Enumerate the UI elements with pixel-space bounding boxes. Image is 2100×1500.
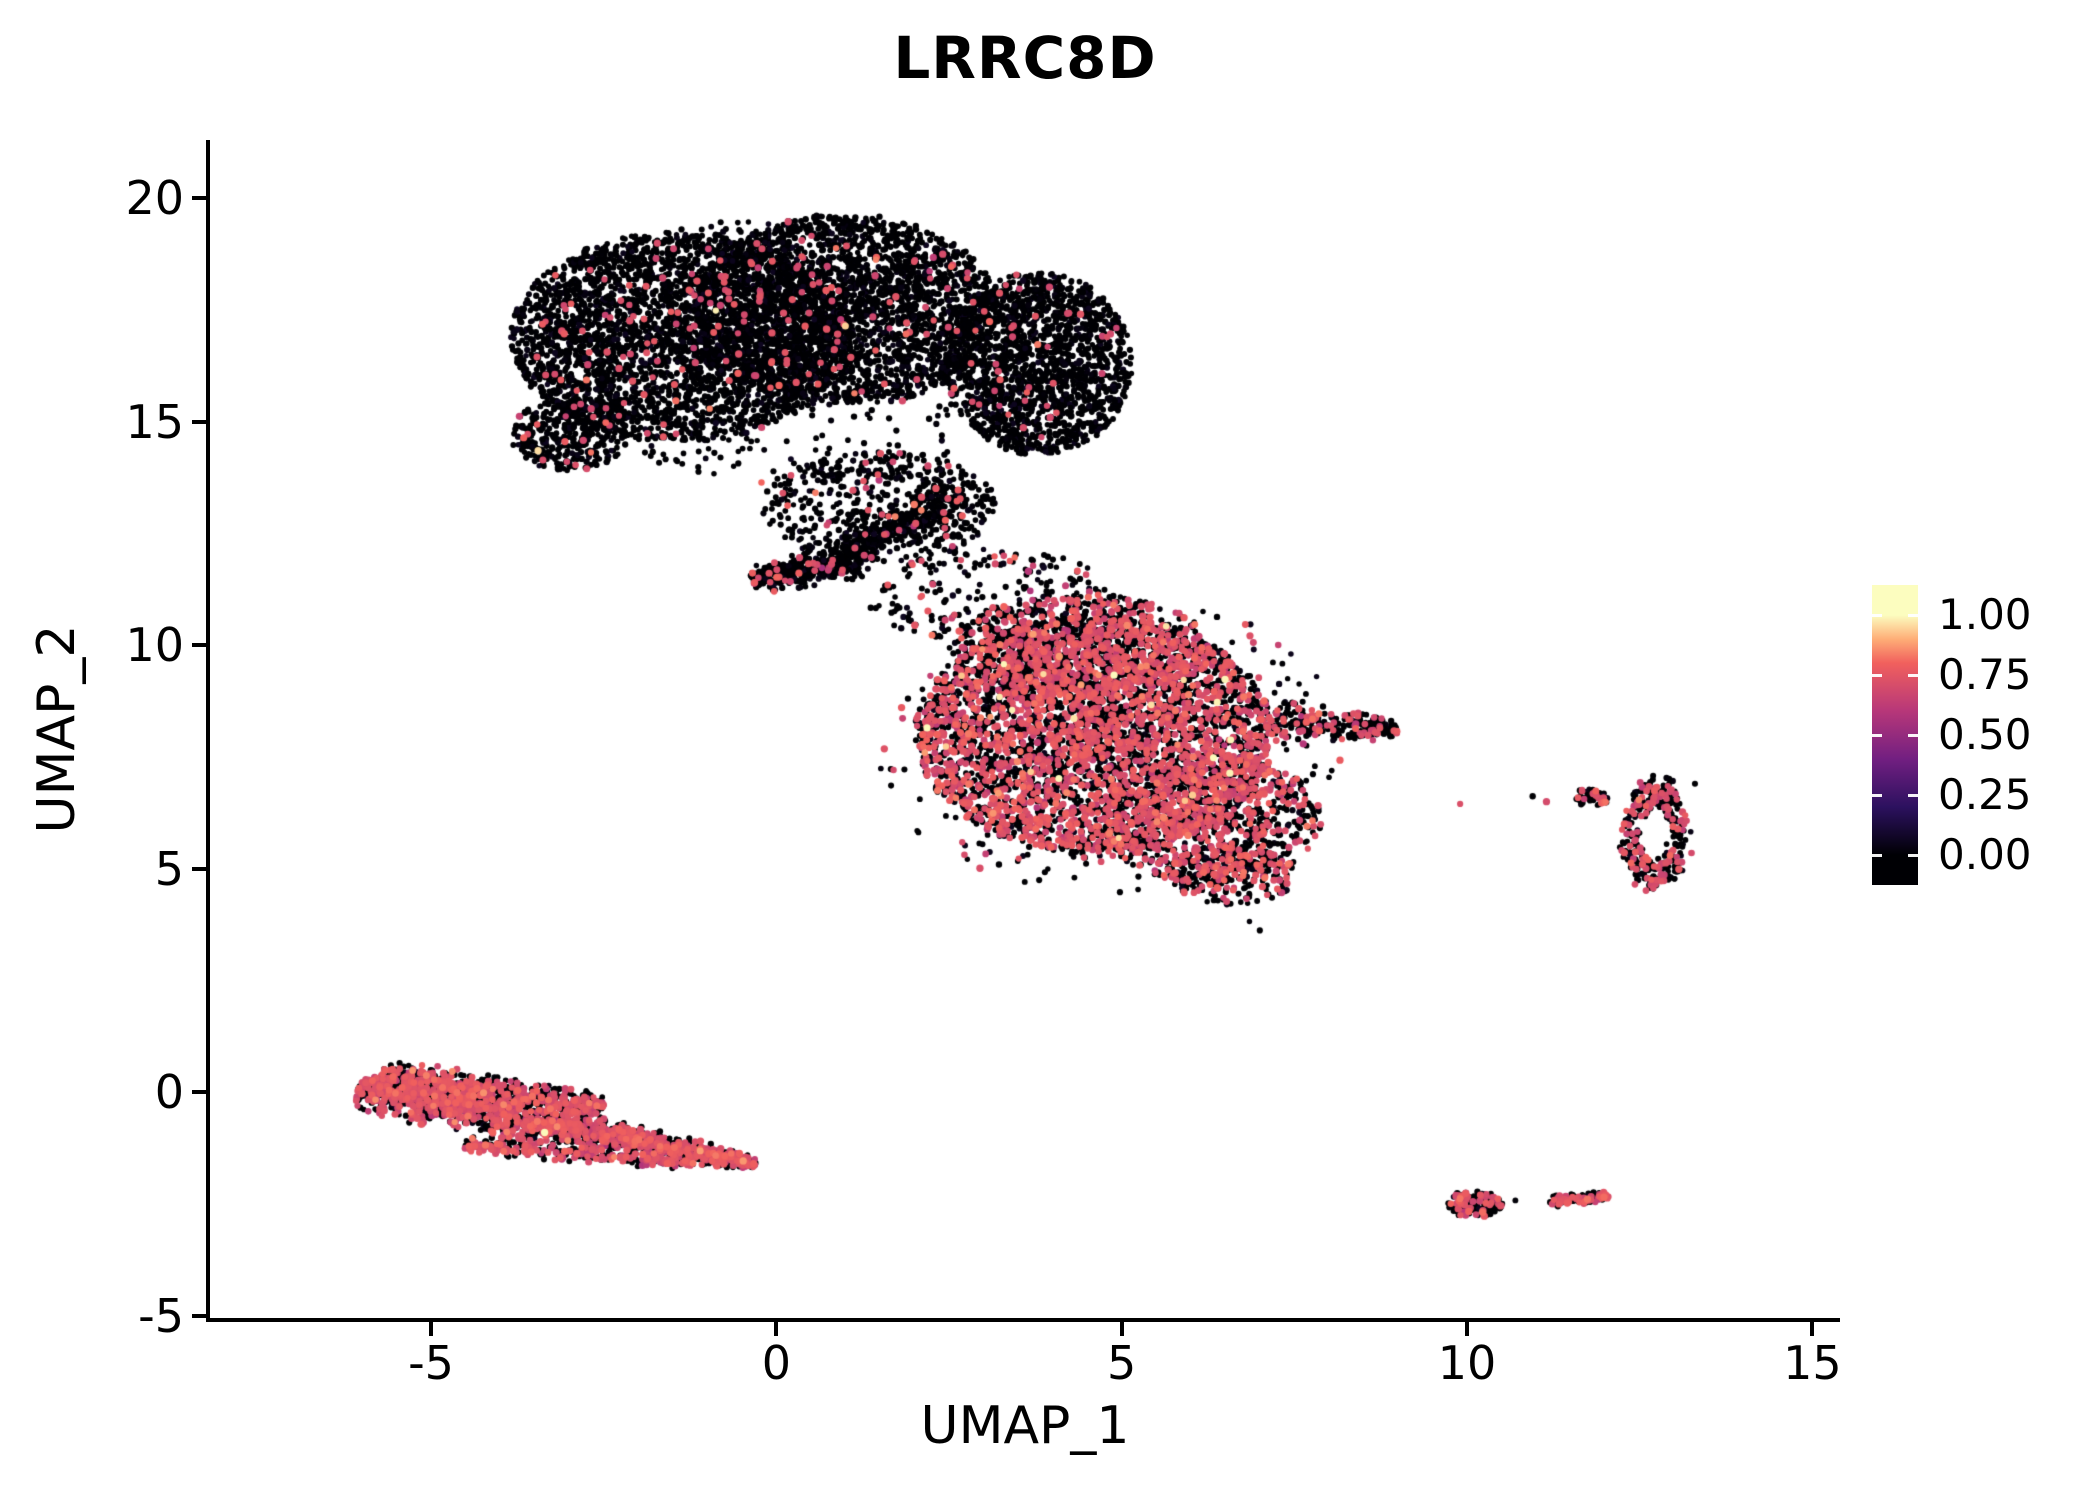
x-tick-mark: [774, 1322, 779, 1336]
y-axis-line: [206, 140, 210, 1322]
colorbar-label: 0.25: [1938, 770, 2032, 819]
y-tick-label: 20: [125, 171, 184, 226]
colorbar-tick-mark: [1872, 853, 1882, 857]
y-tick-mark: [192, 419, 206, 424]
x-tick-label: 15: [1783, 1336, 1842, 1390]
y-tick-mark: [192, 1090, 206, 1095]
x-tick-mark: [429, 1322, 434, 1336]
y-tick-mark: [192, 866, 206, 871]
colorbar-tick-mark: [1908, 613, 1918, 617]
x-tick-mark: [1465, 1322, 1470, 1336]
y-tick-label: 10: [125, 618, 184, 673]
colorbar-tick-mark: [1872, 673, 1882, 677]
x-axis-line: [206, 1318, 1840, 1322]
y-tick-label: -5: [138, 1288, 184, 1343]
y-tick-label: 0: [154, 1065, 184, 1120]
colorbar-tick-mark: [1872, 613, 1882, 617]
colorbar-tick-mark: [1908, 733, 1918, 737]
x-tick-label: 0: [761, 1336, 791, 1390]
colorbar-label: 0.50: [1938, 710, 2032, 759]
y-tick-label: 15: [125, 394, 184, 449]
x-tick-label: 5: [1107, 1336, 1137, 1390]
x-tick-mark: [1810, 1322, 1815, 1336]
scatter-canvas: [210, 140, 1840, 1318]
colorbar-label: 1.00: [1938, 590, 2032, 639]
plot-title: LRRC8D: [893, 24, 1157, 92]
colorbar-label: 0.00: [1938, 830, 2032, 879]
y-tick-label: 5: [154, 841, 184, 896]
x-tick-label: 10: [1437, 1336, 1497, 1390]
x-axis-label: UMAP_1: [920, 1396, 1130, 1456]
colorbar-tick-mark: [1872, 793, 1882, 797]
colorbar-tick-mark: [1872, 733, 1882, 737]
colorbar-tick-mark: [1908, 853, 1918, 857]
y-axis-label: UMAP_2: [27, 624, 87, 834]
x-tick-label: -5: [408, 1336, 454, 1390]
y-tick-mark: [192, 196, 206, 201]
colorbar-tick-mark: [1908, 673, 1918, 677]
x-tick-mark: [1119, 1322, 1124, 1336]
y-tick-mark: [192, 1313, 206, 1318]
y-tick-mark: [192, 643, 206, 648]
colorbar-tick-mark: [1908, 793, 1918, 797]
colorbar-label: 0.75: [1938, 650, 2032, 699]
